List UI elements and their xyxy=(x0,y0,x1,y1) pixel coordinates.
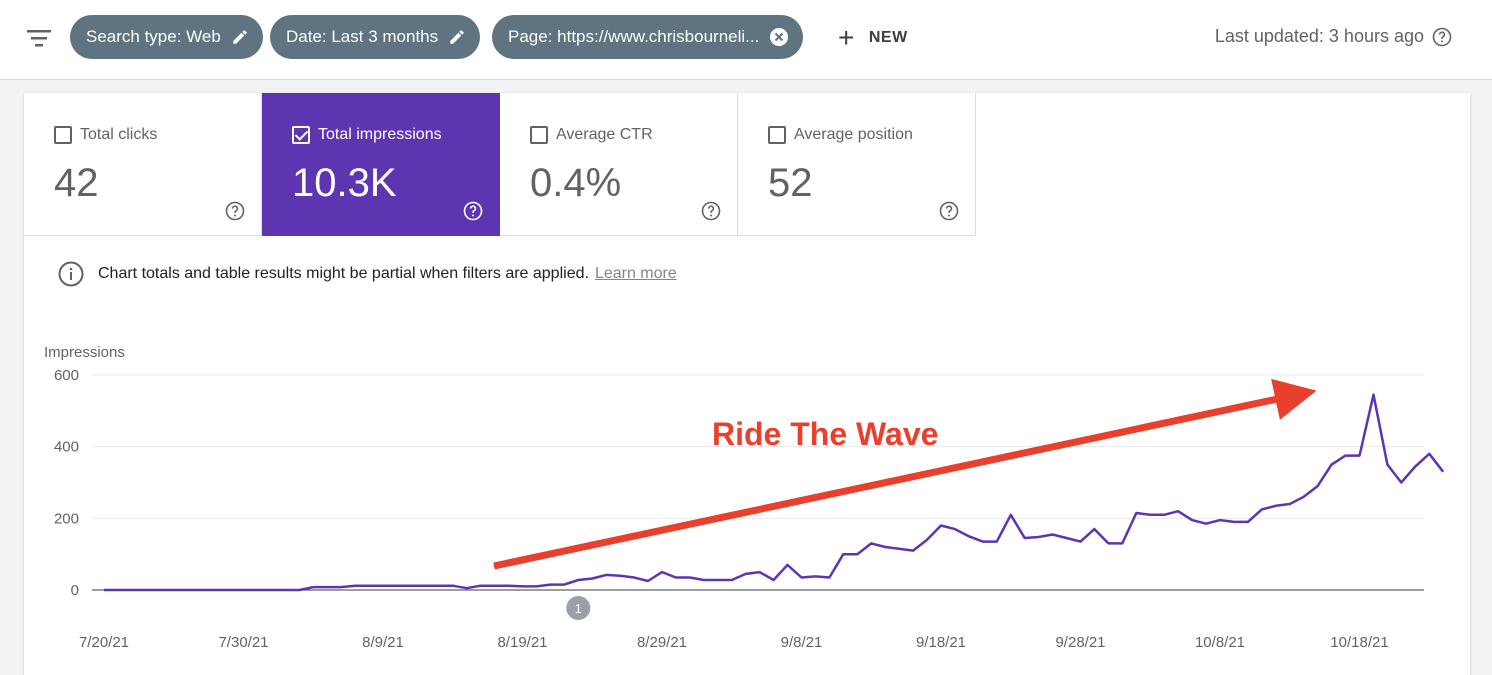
filter-icon[interactable] xyxy=(24,24,54,52)
annotation-arrow xyxy=(493,378,1317,570)
series-line-impressions xyxy=(104,393,1445,592)
x-tick-label: 9/18/21 xyxy=(916,634,966,651)
x-tick-label: 10/18/21 xyxy=(1330,634,1388,651)
y-tick-label: 0 xyxy=(71,582,79,599)
chip-label: Page: https://www.chrisbourneli... xyxy=(508,27,760,46)
metric-label-row: Total clicks xyxy=(54,126,157,144)
checkbox[interactable] xyxy=(292,126,310,144)
chip-date[interactable]: Date: Last 3 months xyxy=(270,15,481,59)
help-icon[interactable] xyxy=(1432,27,1452,47)
metric-label: Average CTR xyxy=(556,126,653,143)
x-tick-label: 9/28/21 xyxy=(1055,634,1105,651)
metric-total-clicks[interactable]: Total clicks 42 xyxy=(24,93,262,236)
help-icon[interactable] xyxy=(463,201,483,221)
metric-label-row: Total impressions xyxy=(292,126,442,144)
info-icon xyxy=(58,261,84,287)
x-tick-label: 9/8/21 xyxy=(781,634,823,651)
metric-label: Total clicks xyxy=(80,126,158,143)
help-icon[interactable] xyxy=(701,201,721,221)
metric-label: Average position xyxy=(794,126,913,143)
x-tick-label: 8/29/21 xyxy=(637,634,687,651)
y-tick-label: 600 xyxy=(54,367,79,384)
checkbox[interactable] xyxy=(768,126,786,144)
performance-card: Total clicks 42 Total impressions 10.3K … xyxy=(24,93,1470,675)
chip-label: Date: Last 3 months xyxy=(286,27,439,46)
metric-label-row: Average CTR xyxy=(530,126,653,144)
partial-results-notice: Chart totals and table results might be … xyxy=(58,261,677,287)
impressions-chart: Impressions 0 200 400 600 7/20/21 7/30/21 8/9… xyxy=(44,344,1445,651)
metric-value: 10.3K xyxy=(292,161,397,205)
x-tick-label: 7/30/21 xyxy=(218,634,268,651)
checkbox[interactable] xyxy=(530,126,548,144)
help-icon[interactable] xyxy=(225,201,245,221)
learn-more-link[interactable]: Learn more xyxy=(594,265,677,282)
metric-total-impressions[interactable]: Total impressions 10.3K xyxy=(262,93,500,236)
chip-page[interactable]: Page: https://www.chrisbourneli... xyxy=(492,15,804,59)
metric-label: Total impressions xyxy=(318,126,442,143)
close-circle-icon[interactable] xyxy=(769,27,789,47)
x-tick-label: 10/8/21 xyxy=(1195,634,1245,651)
chip-search-type[interactable]: Search type: Web xyxy=(70,15,263,59)
chip-label: Search type: Web xyxy=(86,27,221,46)
edit-pencil-icon[interactable] xyxy=(231,28,249,46)
event-marker[interactable]: 1 xyxy=(566,596,591,620)
checkbox[interactable] xyxy=(54,126,72,144)
plus-icon: + xyxy=(838,22,855,53)
metric-value: 42 xyxy=(54,161,99,205)
top-toolbar: Search type: Web Date: Last 3 months Pag… xyxy=(0,0,1492,80)
y-tick-label: 200 xyxy=(54,510,79,527)
event-marker-label: 1 xyxy=(575,601,582,616)
x-tick-label: 8/9/21 xyxy=(362,634,404,651)
x-tick-label: 8/19/21 xyxy=(497,634,547,651)
metric-average-ctr[interactable]: Average CTR 0.4% xyxy=(500,93,738,236)
metric-label-row: Average position xyxy=(768,126,913,144)
notice-text: Chart totals and table results might be … xyxy=(98,265,589,282)
x-tick-label: 7/20/21 xyxy=(79,634,129,651)
edit-pencil-icon[interactable] xyxy=(448,28,466,46)
metric-value: 52 xyxy=(768,161,813,205)
metric-value: 0.4% xyxy=(530,161,622,205)
new-filter-button[interactable]: + NEW xyxy=(838,22,908,54)
metric-average-position[interactable]: Average position 52 xyxy=(738,93,976,236)
last-updated: Last updated: 3 hours ago xyxy=(1215,26,1452,47)
y-tick-label: 400 xyxy=(54,439,79,456)
last-updated-text: Last updated: 3 hours ago xyxy=(1214,26,1424,46)
help-icon[interactable] xyxy=(939,201,959,221)
new-filter-label: NEW xyxy=(868,29,908,46)
y-axis-title: Impressions xyxy=(44,344,125,361)
annotation-text: Ride The Wave xyxy=(712,416,938,452)
